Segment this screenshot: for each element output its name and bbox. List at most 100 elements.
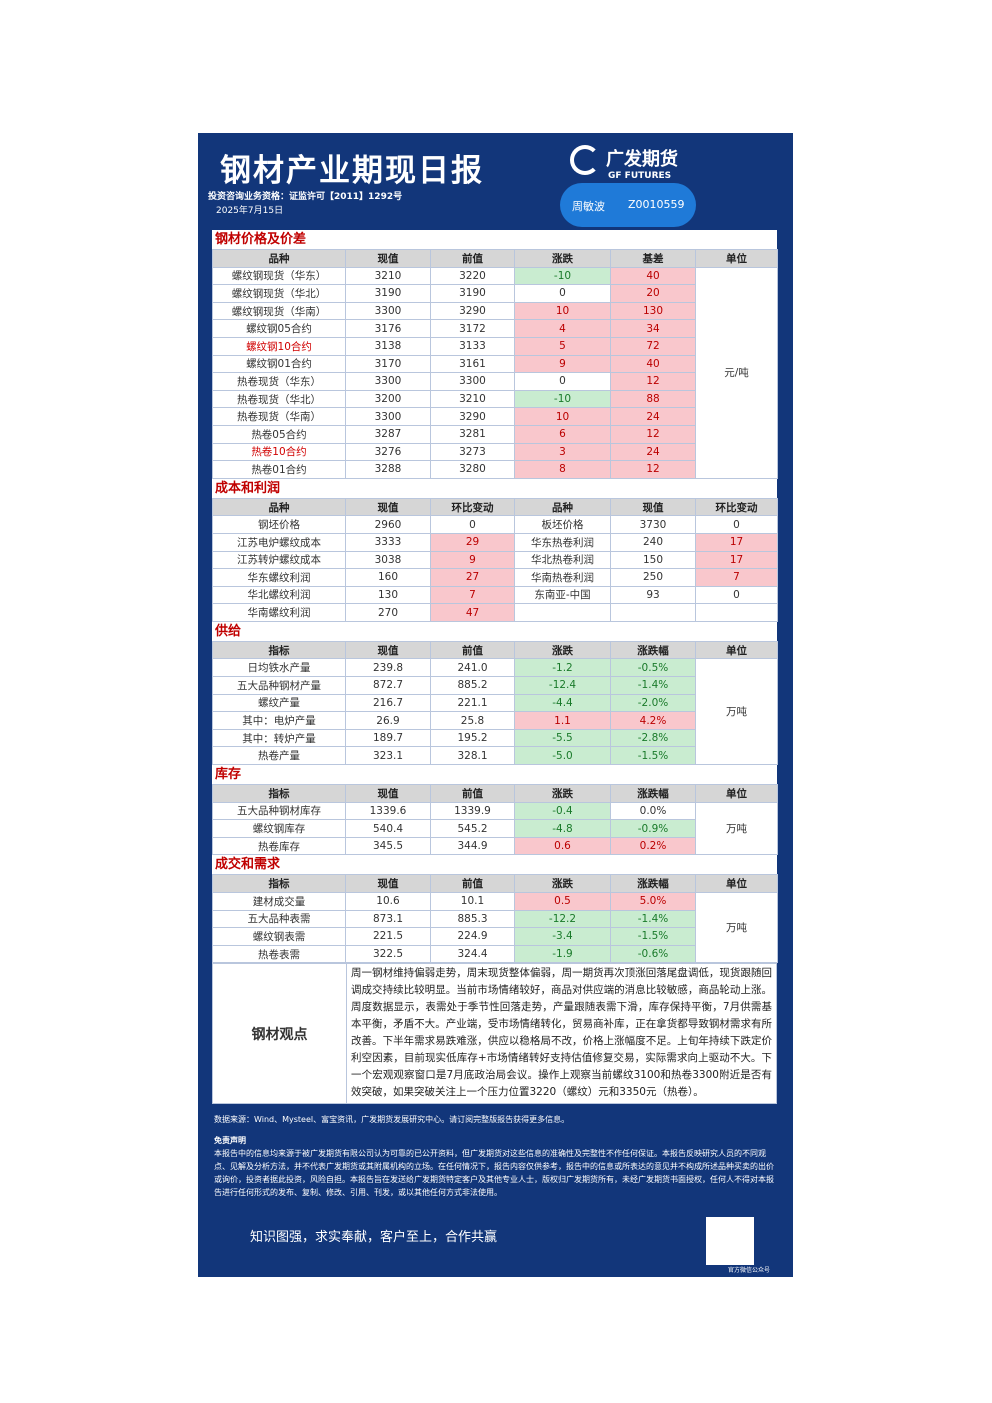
cell: 8 bbox=[514, 460, 611, 479]
cell: -0.6% bbox=[610, 944, 696, 964]
row: 钢坯价格 2960 0 板坯价格 3730 0 bbox=[212, 515, 778, 534]
cell: 3288 bbox=[345, 460, 431, 479]
cell: 10 bbox=[514, 407, 611, 426]
cell: 螺纹钢表需 bbox=[212, 927, 346, 946]
cell: 40 bbox=[610, 266, 696, 286]
section-title: 成本和利润 bbox=[215, 480, 281, 496]
cell: 24 bbox=[610, 407, 696, 426]
logo-cn: 广发期货 bbox=[606, 149, 678, 170]
cell: 热卷01合约 bbox=[212, 460, 346, 479]
title: 钢材产业期现日报 bbox=[220, 153, 484, 189]
cell: 2960 bbox=[345, 515, 431, 534]
logo-en: GF FUTURES bbox=[608, 171, 672, 181]
section-title: 钢材价格及价差 bbox=[215, 232, 307, 247]
row: 热卷表需 322.5 324.4 -1.9 -0.6% bbox=[212, 944, 778, 964]
row: 螺纹钢库存 540.4 545.2 -4.8 -0.9% bbox=[212, 819, 778, 838]
cell: 热卷库存 bbox=[212, 836, 346, 856]
cell: -1.5% bbox=[610, 927, 696, 946]
disclaimer: 本报告中的信息均来源于被广发期货有限公司认为可靠的已公开资料，但广发期货对这些信… bbox=[214, 1149, 774, 1197]
cell: 江苏转炉螺纹成本 bbox=[212, 550, 346, 570]
row: 五大品种表需 873.1 885.3 -12.2 -1.4% bbox=[212, 909, 778, 929]
cell: 241.0 bbox=[430, 658, 515, 678]
cell: 华东热卷利润 bbox=[514, 532, 611, 552]
slogan: 知识图强，求实奉献，客户至上，合作共赢 bbox=[250, 1230, 498, 1245]
cell: 热卷表需 bbox=[212, 944, 346, 964]
cell: 五大品种表需 bbox=[212, 909, 346, 929]
cell: 0.5 bbox=[514, 892, 611, 911]
cell: 0.6 bbox=[514, 836, 611, 856]
cell: 7 bbox=[695, 568, 778, 587]
row: 螺纹钢05合约 3176 3172 4 34 bbox=[212, 319, 778, 338]
row: 华北螺纹利润 130 7 东南亚-中国 93 0 bbox=[212, 585, 778, 605]
column-header: 现值 bbox=[345, 497, 431, 517]
cell: -1.9 bbox=[514, 944, 611, 964]
qr-code bbox=[706, 1217, 754, 1265]
cell: 17 bbox=[695, 532, 778, 552]
column-header: 单位 bbox=[695, 640, 778, 660]
column-header: 品种 bbox=[212, 249, 346, 268]
cell: 江苏电炉螺纹成本 bbox=[212, 532, 346, 552]
header-row: 品种 现值 环比变动 品种 现值 环比变动 bbox=[212, 497, 778, 517]
cell: 华北螺纹利润 bbox=[212, 585, 346, 605]
cell: 24 bbox=[610, 442, 696, 462]
cell: 3280 bbox=[430, 460, 515, 479]
cell: 3300 bbox=[345, 372, 431, 391]
cell: -1.4% bbox=[610, 676, 696, 695]
cell: -5.0 bbox=[514, 746, 611, 766]
cell: 160 bbox=[345, 568, 431, 587]
cell: 29 bbox=[430, 532, 515, 552]
cell: -2.8% bbox=[610, 728, 696, 748]
cell: 130 bbox=[610, 301, 696, 321]
cell: 3290 bbox=[430, 301, 515, 321]
cell: 0 bbox=[514, 284, 611, 303]
cell: 3190 bbox=[345, 284, 431, 303]
cell: 板坯价格 bbox=[514, 515, 611, 534]
column-header: 单位 bbox=[695, 874, 778, 893]
viewpoint-label: 钢材观点 bbox=[213, 964, 347, 1104]
table: 指标 现值 前值 涨跌 涨跌幅 单位 建材成交量 10.6 10.1 0.5 5.0% 万吨 五大品种表… bbox=[212, 874, 778, 964]
date: 2025年7月15日 bbox=[216, 206, 284, 216]
cell: 873.1 bbox=[345, 909, 431, 929]
cell: 872.7 bbox=[345, 676, 431, 695]
cell: 1.1 bbox=[514, 711, 611, 730]
cell: 47 bbox=[430, 603, 515, 622]
cell: -3.4 bbox=[514, 927, 611, 946]
logo-mark bbox=[570, 145, 600, 175]
cell: 12 bbox=[610, 424, 696, 444]
cell: 3176 bbox=[345, 319, 431, 338]
cell: 3038 bbox=[345, 550, 431, 570]
cell: 3333 bbox=[345, 532, 431, 552]
cell: 20 bbox=[610, 284, 696, 303]
cell: 5 bbox=[514, 336, 611, 356]
cell: 9 bbox=[430, 550, 515, 570]
cell: 0 bbox=[514, 372, 611, 391]
row: 螺纹产量 216.7 221.1 -4.4 -2.0% bbox=[212, 693, 778, 713]
row: 其中：电炉产量 26.9 25.8 1.1 4.2% bbox=[212, 711, 778, 730]
cell: 螺纹钢01合约 bbox=[212, 354, 346, 374]
unit: 万吨 bbox=[695, 658, 778, 766]
row: 五大品种钢材库存 1339.6 1339.9 -0.4 0.0% 万吨 bbox=[212, 801, 778, 856]
cell: 3 bbox=[514, 442, 611, 462]
column-header: 前值 bbox=[430, 640, 515, 660]
cell: -0.5% bbox=[610, 658, 696, 678]
cell: 热卷05合约 bbox=[212, 424, 346, 444]
cell: 270 bbox=[345, 603, 431, 622]
cell: 3210 bbox=[345, 266, 431, 286]
column-header: 单位 bbox=[695, 784, 778, 803]
column-header: 前值 bbox=[430, 249, 515, 268]
cell: 221.1 bbox=[430, 693, 515, 713]
row: 热卷现货（华北） 3200 3210 -10 88 bbox=[212, 389, 778, 409]
cell: 240 bbox=[610, 532, 696, 552]
cell: 216.7 bbox=[345, 693, 431, 713]
row: 热卷库存 345.5 344.9 0.6 0.2% bbox=[212, 836, 778, 856]
cell: 热卷10合约 bbox=[212, 442, 346, 462]
cell: 221.5 bbox=[345, 927, 431, 946]
cell: 885.2 bbox=[430, 676, 515, 695]
cell: 3276 bbox=[345, 442, 431, 462]
header-row: 指标 现值 前值 涨跌 涨跌幅 单位 bbox=[212, 784, 778, 803]
cell: 324.4 bbox=[430, 944, 515, 964]
cell: -12.2 bbox=[514, 909, 611, 929]
cell: 4.2% bbox=[610, 711, 696, 730]
cell: -1.4% bbox=[610, 909, 696, 929]
